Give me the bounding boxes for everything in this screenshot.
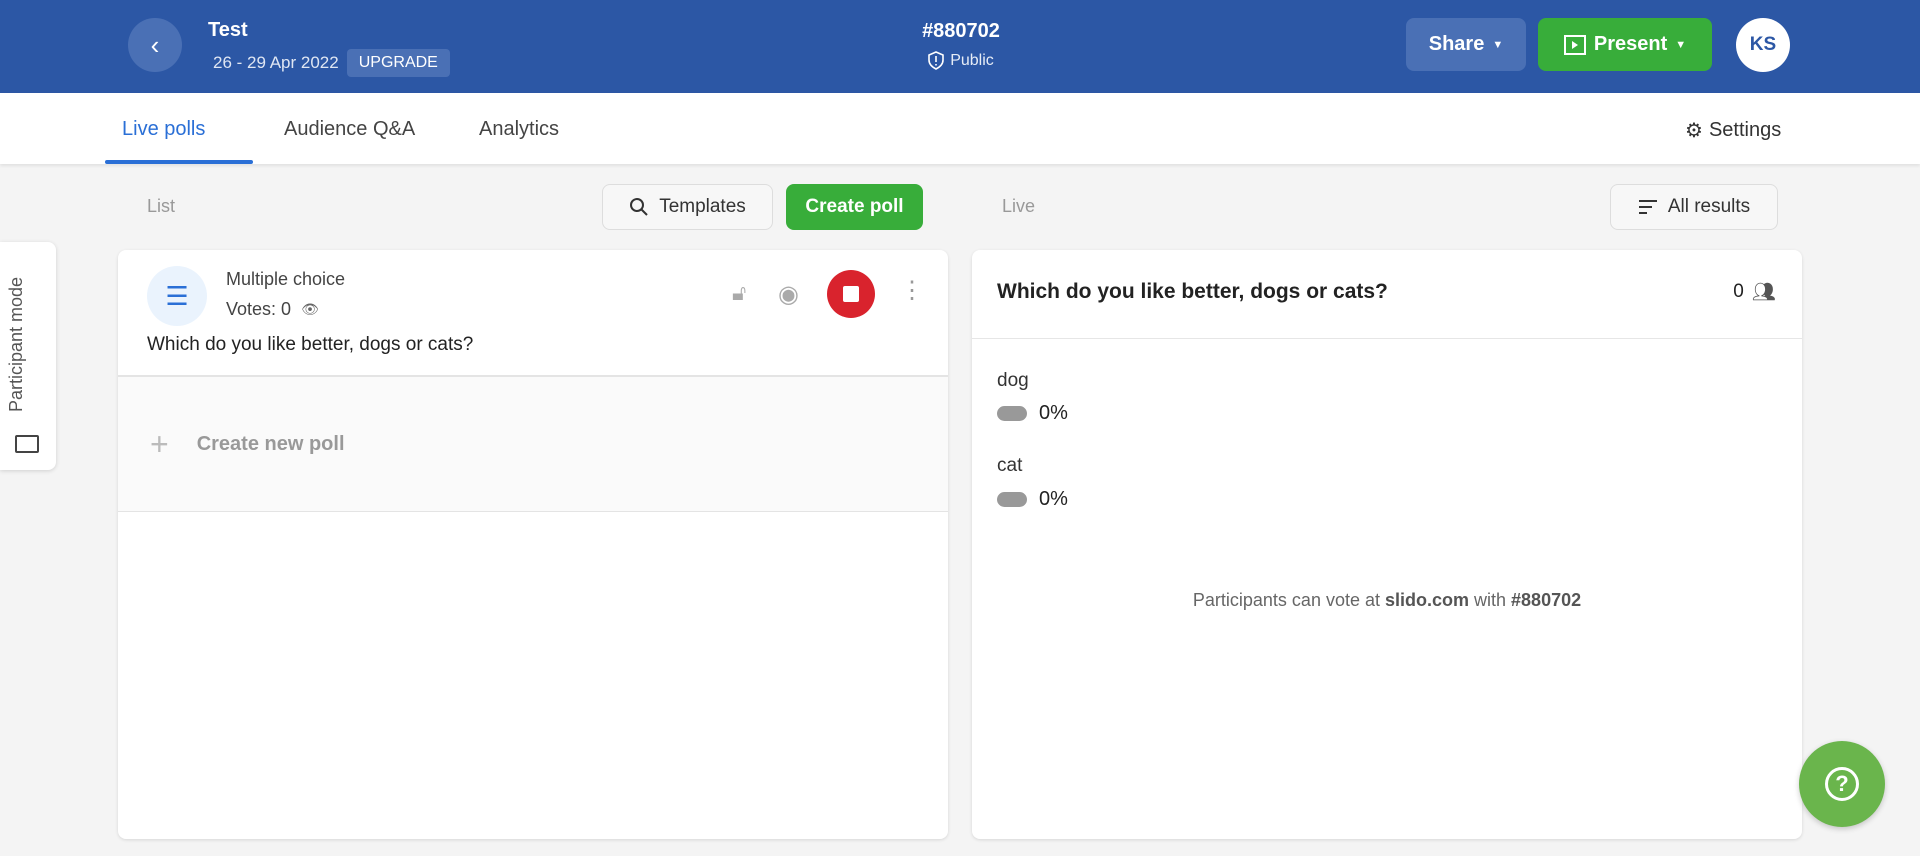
templates-button[interactable]: Templates [602, 184, 773, 230]
gear-icon: ⚙ [1685, 120, 1703, 142]
search-icon [630, 198, 648, 216]
event-code: #880702 [922, 20, 1000, 42]
poll-type: Multiple choice [226, 269, 346, 289]
question-icon: ? [1825, 767, 1859, 801]
live-poll-question: Which do you like better, dogs or cats? [997, 280, 1388, 303]
visibility[interactable]: Public [860, 51, 1062, 70]
sort-lines-icon [1638, 200, 1657, 214]
caret-down-icon: ▼ [1492, 38, 1504, 51]
unlock-icon[interactable]: 🔓︎ [732, 280, 747, 305]
more-vertical-icon[interactable]: ⋮ [900, 277, 924, 304]
avatar[interactable]: KS [1736, 18, 1790, 72]
share-button[interactable]: Share ▼ [1406, 18, 1526, 71]
present-button[interactable]: Present ▼ [1538, 18, 1712, 71]
back-button[interactable]: ‹ [128, 18, 182, 72]
present-label: Present [1593, 33, 1668, 55]
settings-button[interactable]: ⚙ Settings [1685, 118, 1781, 143]
tab-live-polls[interactable]: Live polls [122, 118, 206, 140]
tab-bar: Live polls Audience Q&A Analytics ⚙ Setti… [0, 93, 1920, 164]
create-new-poll-label: Create new poll [196, 432, 345, 455]
footer-code: #880702 [1511, 590, 1582, 610]
live-poll-header: Which do you like better, dogs or cats? … [972, 250, 1802, 339]
all-results-button[interactable]: All results [1610, 184, 1778, 230]
poll-list-card: ☰ Multiple choice Votes: 0 👁 Which do you… [118, 250, 948, 839]
create-new-poll-button[interactable]: + Create new poll [118, 377, 948, 512]
poll-list-item[interactable]: ☰ Multiple choice Votes: 0 👁 Which do you… [118, 250, 948, 377]
help-button[interactable]: ? [1799, 741, 1885, 827]
settings-label: Settings [1708, 119, 1782, 141]
templates-label: Templates [659, 196, 746, 217]
option-percent: 0% [1039, 402, 1068, 424]
participant-mode-label: Participant mode [6, 276, 26, 412]
poll-votes: Votes: 0 👁 [226, 299, 319, 320]
tab-audience-qa[interactable]: Audience Q&A [284, 118, 416, 140]
event-title: Test [208, 19, 248, 41]
eye-icon: 👁 [301, 301, 319, 317]
stop-icon [843, 286, 859, 302]
event-dates: 26 - 29 Apr 2022 [213, 53, 339, 72]
screen-icon [15, 435, 39, 453]
votes-count: Votes: 0 [226, 299, 292, 319]
share-label: Share [1428, 33, 1485, 55]
footer-mid: with [1469, 590, 1512, 610]
footer-site: slido.com [1385, 590, 1470, 610]
poll-question: Which do you like better, dogs or cats? [147, 334, 474, 355]
multiple-choice-icon: ☰ [147, 266, 207, 326]
create-poll-button[interactable]: Create poll [786, 184, 923, 230]
live-label: Live [1002, 196, 1036, 216]
list-label: List [147, 196, 176, 216]
users-icon: 👥︎ [1751, 282, 1776, 303]
chevron-left-icon: ‹ [150, 29, 160, 60]
option-result-bar [997, 406, 1027, 421]
caret-down-icon: ▼ [1675, 38, 1687, 51]
tab-analytics[interactable]: Analytics [479, 118, 560, 140]
top-header: ‹ Test 26 - 29 Apr 2022 UPGRADE #880702 P… [0, 0, 1920, 93]
option-label: dog [997, 370, 1029, 391]
all-results-label: All results [1667, 196, 1751, 217]
visibility-label: Public [950, 51, 994, 69]
participant-count: 0 👥︎ [1733, 280, 1776, 304]
footer-prefix: Participants can vote at [1192, 590, 1385, 610]
present-icon [1563, 34, 1586, 55]
option-percent: 0% [1039, 488, 1068, 510]
participant-count-value: 0 [1733, 281, 1744, 302]
stop-poll-button[interactable] [827, 270, 875, 318]
plus-icon: + [150, 425, 169, 462]
active-tab-indicator [105, 160, 253, 164]
live-poll-card: Which do you like better, dogs or cats? … [972, 250, 1802, 839]
option-label: cat [997, 455, 1023, 476]
upgrade-button[interactable]: UPGRADE [346, 49, 450, 77]
shield-icon [928, 51, 945, 70]
event-dates-row: 26 - 29 Apr 2022 UPGRADE [213, 49, 450, 77]
option-result-bar [997, 492, 1027, 507]
participant-mode-toggle[interactable]: Participant mode [0, 242, 56, 470]
voting-instructions: Participants can vote at slido.com with … [972, 590, 1802, 611]
eye-icon[interactable]: ◉ [778, 281, 799, 308]
